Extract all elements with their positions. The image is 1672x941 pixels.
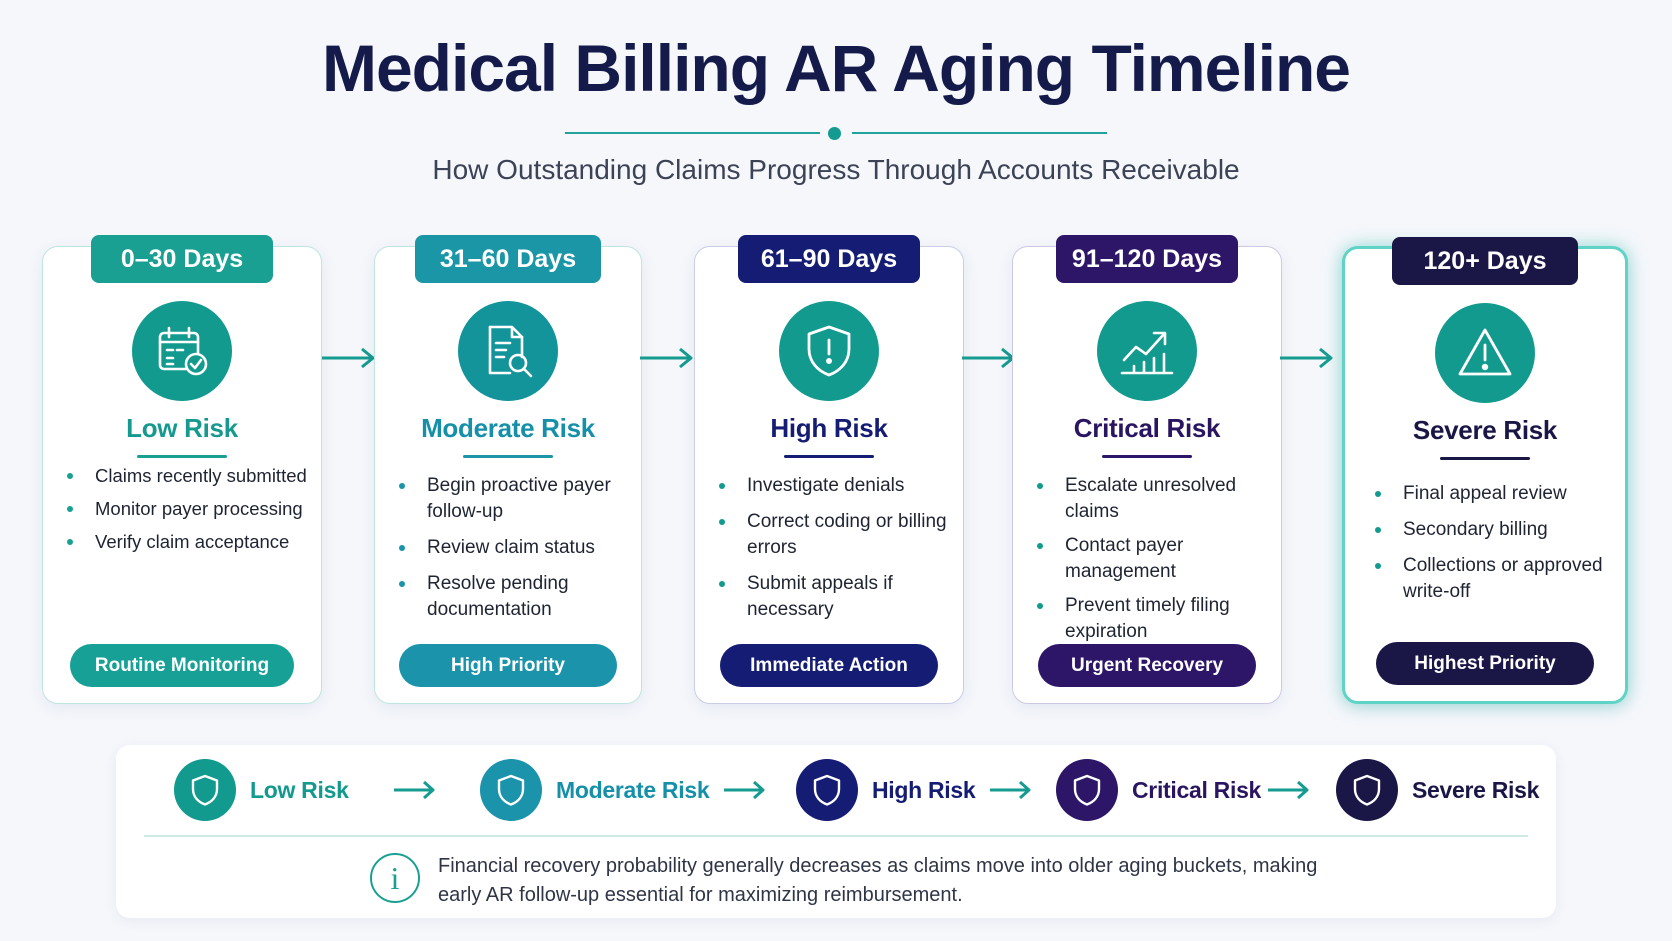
stage-bullet-list: Escalate unresolved claims Contact payer… xyxy=(1035,473,1269,645)
bullet-item: Monitor payer processing xyxy=(65,496,309,522)
legend-item-low-risk: Low Risk xyxy=(174,759,349,821)
stage-days-tab: 31–60 Days xyxy=(415,235,601,283)
stage-days-tab: 61–90 Days xyxy=(738,235,920,283)
bullet-item: Contact payer management xyxy=(1035,533,1269,585)
title-divider xyxy=(565,126,1107,140)
bullet-item: Prevent timely filing expiration xyxy=(1035,593,1269,645)
action-pill-high-priority: High Priority xyxy=(399,644,617,687)
bullet-item: Correct coding or billing errors xyxy=(717,509,951,561)
legend-label: Critical Risk xyxy=(1132,776,1262,803)
action-pill-immediate-action: Immediate Action xyxy=(720,644,938,687)
bullet-item: Claims recently submitted xyxy=(65,463,309,489)
stage-card-31-60: 31–60 Days Moderate Risk Begin proactive… xyxy=(374,235,642,704)
shield-icon xyxy=(480,759,542,821)
stage-bullet-list: Begin proactive payer follow-up Review c… xyxy=(397,473,629,623)
trend-chart-icon xyxy=(1097,301,1197,401)
stage-bullet-list: Claims recently submitted Monitor payer … xyxy=(65,463,309,555)
bullet-item: Submit appeals if necessary xyxy=(717,571,951,623)
shield-icon xyxy=(796,759,858,821)
shield-icon xyxy=(1056,759,1118,821)
legend-label: Low Risk xyxy=(250,776,349,803)
page-title: Medical Billing AR Aging Timeline xyxy=(322,31,1351,105)
legend-label: Severe Risk xyxy=(1412,776,1540,803)
risk-underline xyxy=(1102,455,1192,458)
stage-days-tab: 120+ Days xyxy=(1392,237,1578,285)
legend-item-moderate-risk: Moderate Risk xyxy=(480,759,710,821)
calendar-check-icon xyxy=(132,301,232,401)
warning-triangle-icon xyxy=(1435,303,1535,403)
shield-icon xyxy=(1336,759,1398,821)
arrow-right-icon xyxy=(322,347,375,369)
arrow-right-icon xyxy=(724,780,765,800)
stage-card-0-30: 0–30 Days Low Risk Claims recently submi… xyxy=(42,235,322,704)
action-pill-urgent-recovery: Urgent Recovery xyxy=(1038,644,1256,687)
risk-underline xyxy=(463,455,553,458)
risk-underline xyxy=(784,455,874,458)
stage-card-91-120: 91–120 Days Critical Risk Escalate unres… xyxy=(1012,235,1282,704)
stage-risk-label: Critical Risk xyxy=(1073,413,1221,443)
stage-days-tab: 0–30 Days xyxy=(91,235,273,283)
arrow-right-icon xyxy=(990,780,1031,800)
action-pill-highest-priority: Highest Priority xyxy=(1376,642,1594,685)
bullet-item: Investigate denials xyxy=(717,473,951,499)
legend-item-severe-risk: Severe Risk xyxy=(1336,759,1539,821)
stage-bullet-list: Final appeal review Secondary billing Co… xyxy=(1373,481,1613,605)
info-note: Financial recovery probability generally… xyxy=(438,855,1318,906)
arrow-right-icon xyxy=(1268,780,1309,800)
info-icon: i xyxy=(370,853,420,903)
shield-alert-icon xyxy=(779,301,879,401)
legend-divider xyxy=(144,835,1528,837)
bullet-item: Escalate unresolved claims xyxy=(1035,473,1269,525)
arrow-right-icon xyxy=(962,347,1015,369)
bullet-item: Review claim status xyxy=(397,535,629,561)
bullet-item: Resolve pending documentation xyxy=(397,571,629,623)
stage-risk-label: Moderate Risk xyxy=(421,413,595,443)
stage-days-tab: 91–120 Days xyxy=(1056,235,1238,283)
risk-underline xyxy=(1440,457,1530,460)
shield-icon xyxy=(174,759,236,821)
bullet-item: Verify claim acceptance xyxy=(65,529,309,555)
arrow-right-icon xyxy=(1280,347,1333,369)
stage-risk-label: Low Risk xyxy=(126,413,238,443)
risk-underline xyxy=(137,455,227,458)
bullet-item: Secondary billing xyxy=(1373,517,1613,543)
bullet-item: Begin proactive payer follow-up xyxy=(397,473,629,525)
legend-label: Moderate Risk xyxy=(556,776,710,803)
action-pill-routine-monitoring: Routine Monitoring xyxy=(70,644,294,687)
arrow-right-icon xyxy=(394,780,435,800)
risk-legend-panel: Low Risk Moderate Risk High Risk Critica… xyxy=(116,745,1556,918)
stage-risk-label: Severe Risk xyxy=(1412,415,1558,445)
stage-bullet-list: Investigate denials Correct coding or bi… xyxy=(717,473,951,623)
legend-label: High Risk xyxy=(872,776,976,803)
legend-item-high-risk: High Risk xyxy=(796,759,976,821)
page-subtitle: How Outstanding Claims Progress Through … xyxy=(432,154,1240,185)
arrow-right-icon xyxy=(640,347,693,369)
legend-item-critical-risk: Critical Risk xyxy=(1056,759,1261,821)
stage-card-120-plus: 120+ Days Severe Risk Final appeal revie… xyxy=(1342,237,1628,704)
document-search-icon xyxy=(458,301,558,401)
bullet-item: Final appeal review xyxy=(1373,481,1613,507)
bullet-item: Collections or approved write-off xyxy=(1373,553,1613,605)
stage-risk-label: High Risk xyxy=(770,413,888,443)
stage-card-61-90: 61–90 Days High Risk Investigate denials… xyxy=(694,235,964,704)
